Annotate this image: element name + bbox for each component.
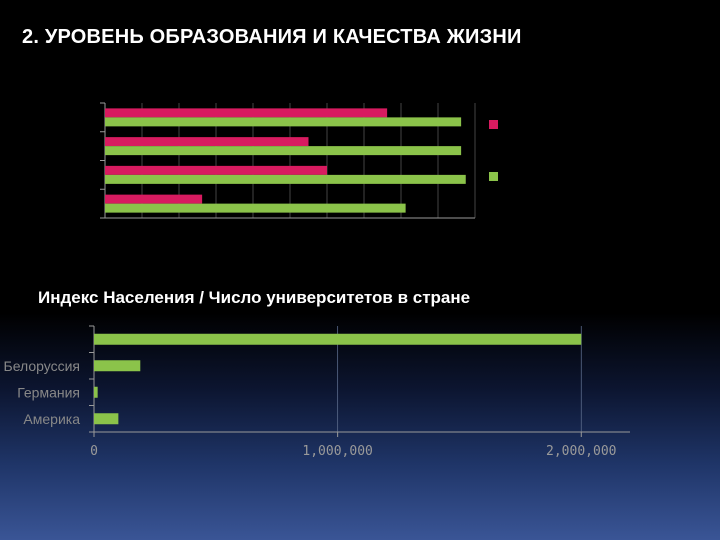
bar xyxy=(105,165,327,175)
slide-title: 2. УРОВЕНЬ ОБРАЗОВАНИЯ И КАЧЕСТВА ЖИЗНИ xyxy=(22,26,522,48)
legend-swatch xyxy=(489,172,498,181)
bar xyxy=(105,146,462,156)
x-tick-label: 0 xyxy=(90,444,98,459)
bar xyxy=(94,360,141,372)
bar xyxy=(94,386,98,398)
chart-top xyxy=(100,102,498,219)
bar xyxy=(105,203,406,213)
bar xyxy=(94,333,582,345)
bar xyxy=(105,117,462,127)
legend-swatch xyxy=(489,120,498,129)
chart-bottom: Америка Германия Белоруссия 0 1,000,000 2,000… xyxy=(4,325,630,459)
x-tick-label: 1,000,000 xyxy=(302,444,372,459)
bar xyxy=(105,174,466,184)
chart-subtitle: Индекс Населения / Число университетов в… xyxy=(38,288,471,307)
bar xyxy=(105,108,388,118)
y-tick-label: Белоруссия xyxy=(4,358,81,374)
bar xyxy=(105,137,309,147)
bar xyxy=(105,194,203,204)
bar xyxy=(94,413,119,425)
y-tick-label: Америка xyxy=(23,411,80,427)
x-tick-label: 2,000,000 xyxy=(546,444,616,459)
y-tick-label: Германия xyxy=(17,384,80,400)
